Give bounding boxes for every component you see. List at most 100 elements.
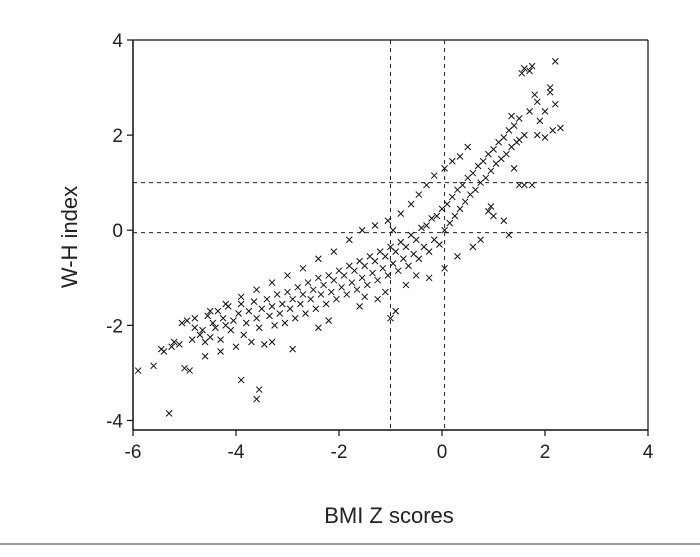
data-point (268, 338, 276, 346)
data-point (240, 331, 248, 339)
data-point (459, 181, 466, 189)
data-point (227, 326, 235, 334)
data-point (371, 222, 379, 229)
y-tick-label: -2 (106, 316, 123, 337)
x-tick-label: 2 (540, 442, 551, 463)
data-point (546, 88, 554, 96)
data-point (531, 91, 539, 99)
data-point (242, 319, 250, 327)
data-point (191, 314, 199, 322)
data-point (528, 62, 536, 70)
data-point (209, 319, 217, 327)
data-point (418, 224, 425, 232)
y-tick-label: 4 (112, 31, 123, 52)
data-point (369, 269, 376, 277)
data-point (557, 124, 564, 132)
data-point (276, 310, 284, 317)
data-point (330, 248, 338, 255)
data-point (312, 305, 320, 313)
data-point (505, 231, 513, 239)
data-point (175, 341, 183, 348)
data-point (273, 291, 281, 298)
data-point (196, 331, 204, 339)
data-point (253, 286, 260, 294)
data-point (170, 338, 178, 346)
x-tick-label: 4 (643, 442, 654, 463)
data-point (165, 410, 173, 417)
data-point (315, 255, 322, 263)
data-point (230, 317, 237, 324)
data-points (134, 58, 564, 417)
data-point (387, 314, 394, 322)
data-point (515, 115, 523, 122)
data-point (232, 343, 240, 351)
data-point (503, 150, 510, 158)
data-point (469, 243, 477, 251)
data-point (222, 300, 230, 308)
data-point (299, 264, 307, 272)
y-ticks: 4 2 0 -2 -4 (106, 31, 133, 432)
data-point (443, 200, 451, 208)
data-point (248, 338, 255, 346)
data-point (309, 286, 317, 294)
data-point (363, 281, 371, 289)
reference-lines (133, 40, 648, 430)
data-point (405, 262, 412, 270)
data-point (482, 174, 490, 182)
data-point (266, 312, 273, 320)
data-point (268, 279, 276, 286)
data-point (291, 314, 299, 322)
data-point (551, 100, 559, 108)
data-point (307, 295, 315, 303)
data-point (183, 317, 191, 324)
x-tick-label: -4 (228, 442, 245, 463)
data-point (425, 248, 433, 255)
x-ticks: -6 -4 -2 0 2 4 (125, 430, 654, 463)
data-point (451, 212, 459, 220)
data-point (299, 291, 307, 298)
data-point (402, 243, 410, 251)
data-point (204, 312, 212, 320)
data-point (235, 310, 242, 317)
data-point (289, 345, 297, 353)
data-point (541, 107, 549, 115)
data-point (217, 348, 224, 355)
data-point (268, 302, 276, 310)
y-tick-label: -4 (106, 411, 123, 432)
data-point (541, 134, 549, 141)
data-point (253, 314, 260, 322)
data-point (448, 157, 456, 165)
data-point (219, 314, 227, 322)
data-point (446, 219, 454, 227)
data-point (479, 157, 487, 165)
data-point (217, 336, 224, 343)
data-point (461, 198, 469, 206)
data-point (484, 207, 492, 215)
data-point (330, 276, 338, 284)
data-point (551, 58, 559, 65)
data-point (353, 286, 361, 294)
data-point (510, 165, 518, 172)
data-point (356, 302, 363, 310)
data-point (500, 134, 508, 141)
data-point (206, 307, 214, 315)
data-point (508, 112, 515, 120)
data-point (250, 298, 258, 305)
data-point (348, 279, 356, 286)
data-point (477, 236, 484, 244)
data-point (392, 248, 400, 255)
data-point (358, 226, 366, 234)
data-point (304, 279, 312, 286)
data-point (260, 341, 268, 348)
data-point (441, 165, 448, 172)
data-point (333, 295, 340, 303)
data-point (278, 300, 286, 308)
data-point (528, 181, 536, 189)
data-point (415, 191, 423, 198)
x-axis-label: BMI Z scores (324, 503, 454, 528)
data-point (441, 226, 448, 234)
data-point (178, 319, 186, 327)
data-point (284, 288, 291, 296)
data-point (271, 322, 278, 329)
